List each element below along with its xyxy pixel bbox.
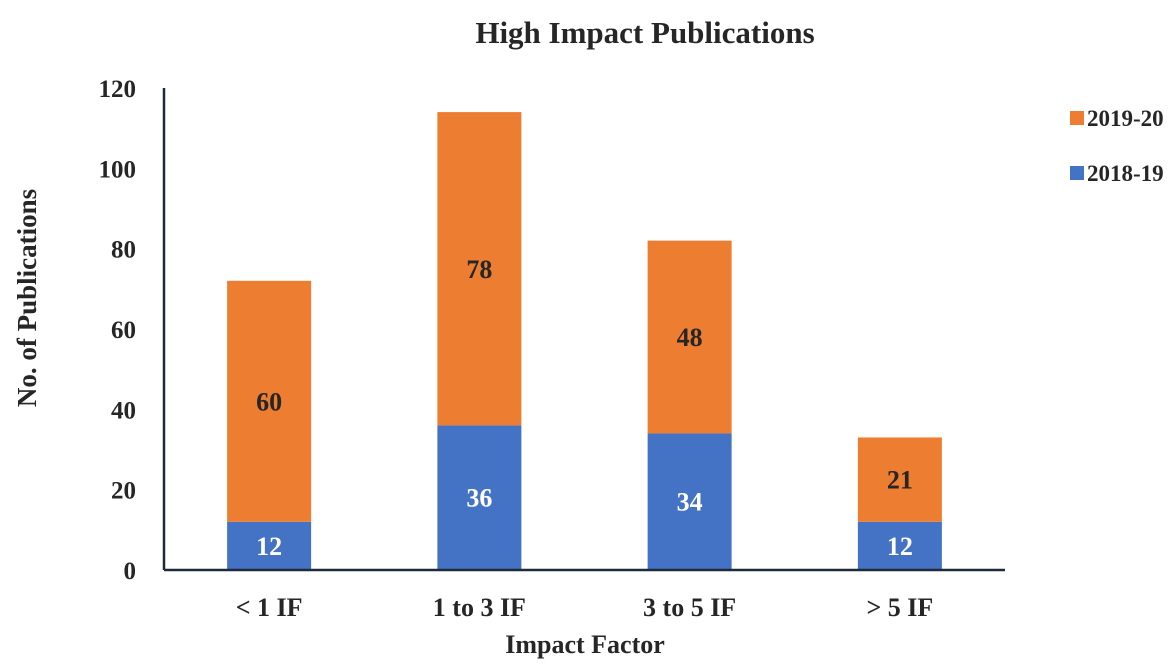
y-tick-label: 40 <box>111 397 136 424</box>
data-label: 78 <box>466 255 492 284</box>
bar-segment-2019-20-0 <box>227 280 312 522</box>
x-tick-label: > 5 IF <box>866 593 933 622</box>
x-tick-label: < 1 IF <box>236 593 303 622</box>
y-tick-label: 0 <box>124 558 137 585</box>
bar-segment-2018-19-1 <box>437 425 522 570</box>
legend: 2019-20 2018-19 <box>1070 106 1164 186</box>
data-label: 34 <box>677 488 703 517</box>
y-tick-label: 80 <box>111 237 136 264</box>
x-axis-ticks: < 1 IF 1 to 3 IF 3 to 5 IF > 5 IF <box>236 593 934 622</box>
y-tick-label: 120 <box>99 76 137 103</box>
x-tick-label: 3 to 5 IF <box>643 593 736 622</box>
chart-title: High Impact Publications <box>475 15 814 50</box>
data-label: 12 <box>256 532 282 561</box>
x-tick-label: 1 to 3 IF <box>433 593 526 622</box>
bar-segment-2019-20-3 <box>857 437 942 522</box>
data-label: 36 <box>466 484 492 513</box>
bar-segment-2018-19-3 <box>857 521 942 570</box>
bar-segment-2019-20-2 <box>647 240 732 434</box>
y-tick-label: 20 <box>111 478 136 505</box>
x-axis-label: Impact Factor <box>505 630 665 659</box>
legend-label: 2019-20 <box>1087 106 1164 131</box>
legend-label: 2018-19 <box>1087 161 1164 186</box>
data-label: 12 <box>887 532 913 561</box>
y-tick-label: 100 <box>99 156 137 183</box>
bar-segment-2018-19-0 <box>227 521 312 570</box>
y-axis-label: No. of Publications <box>12 189 42 407</box>
legend-swatch-2019-20 <box>1070 111 1084 125</box>
y-axis-ticks: 0 20 40 60 80 100 120 <box>99 76 137 585</box>
legend-swatch-2018-19 <box>1070 166 1084 180</box>
data-label: 60 <box>256 387 282 416</box>
y-tick-label: 60 <box>111 317 136 344</box>
data-label: 48 <box>677 323 703 352</box>
bar-segment-2018-19-2 <box>647 433 732 570</box>
bar-segment-2019-20-1 <box>437 112 522 426</box>
data-label: 21 <box>887 466 913 495</box>
bars-group: 12 60 36 78 34 48 12 21 <box>227 112 942 570</box>
